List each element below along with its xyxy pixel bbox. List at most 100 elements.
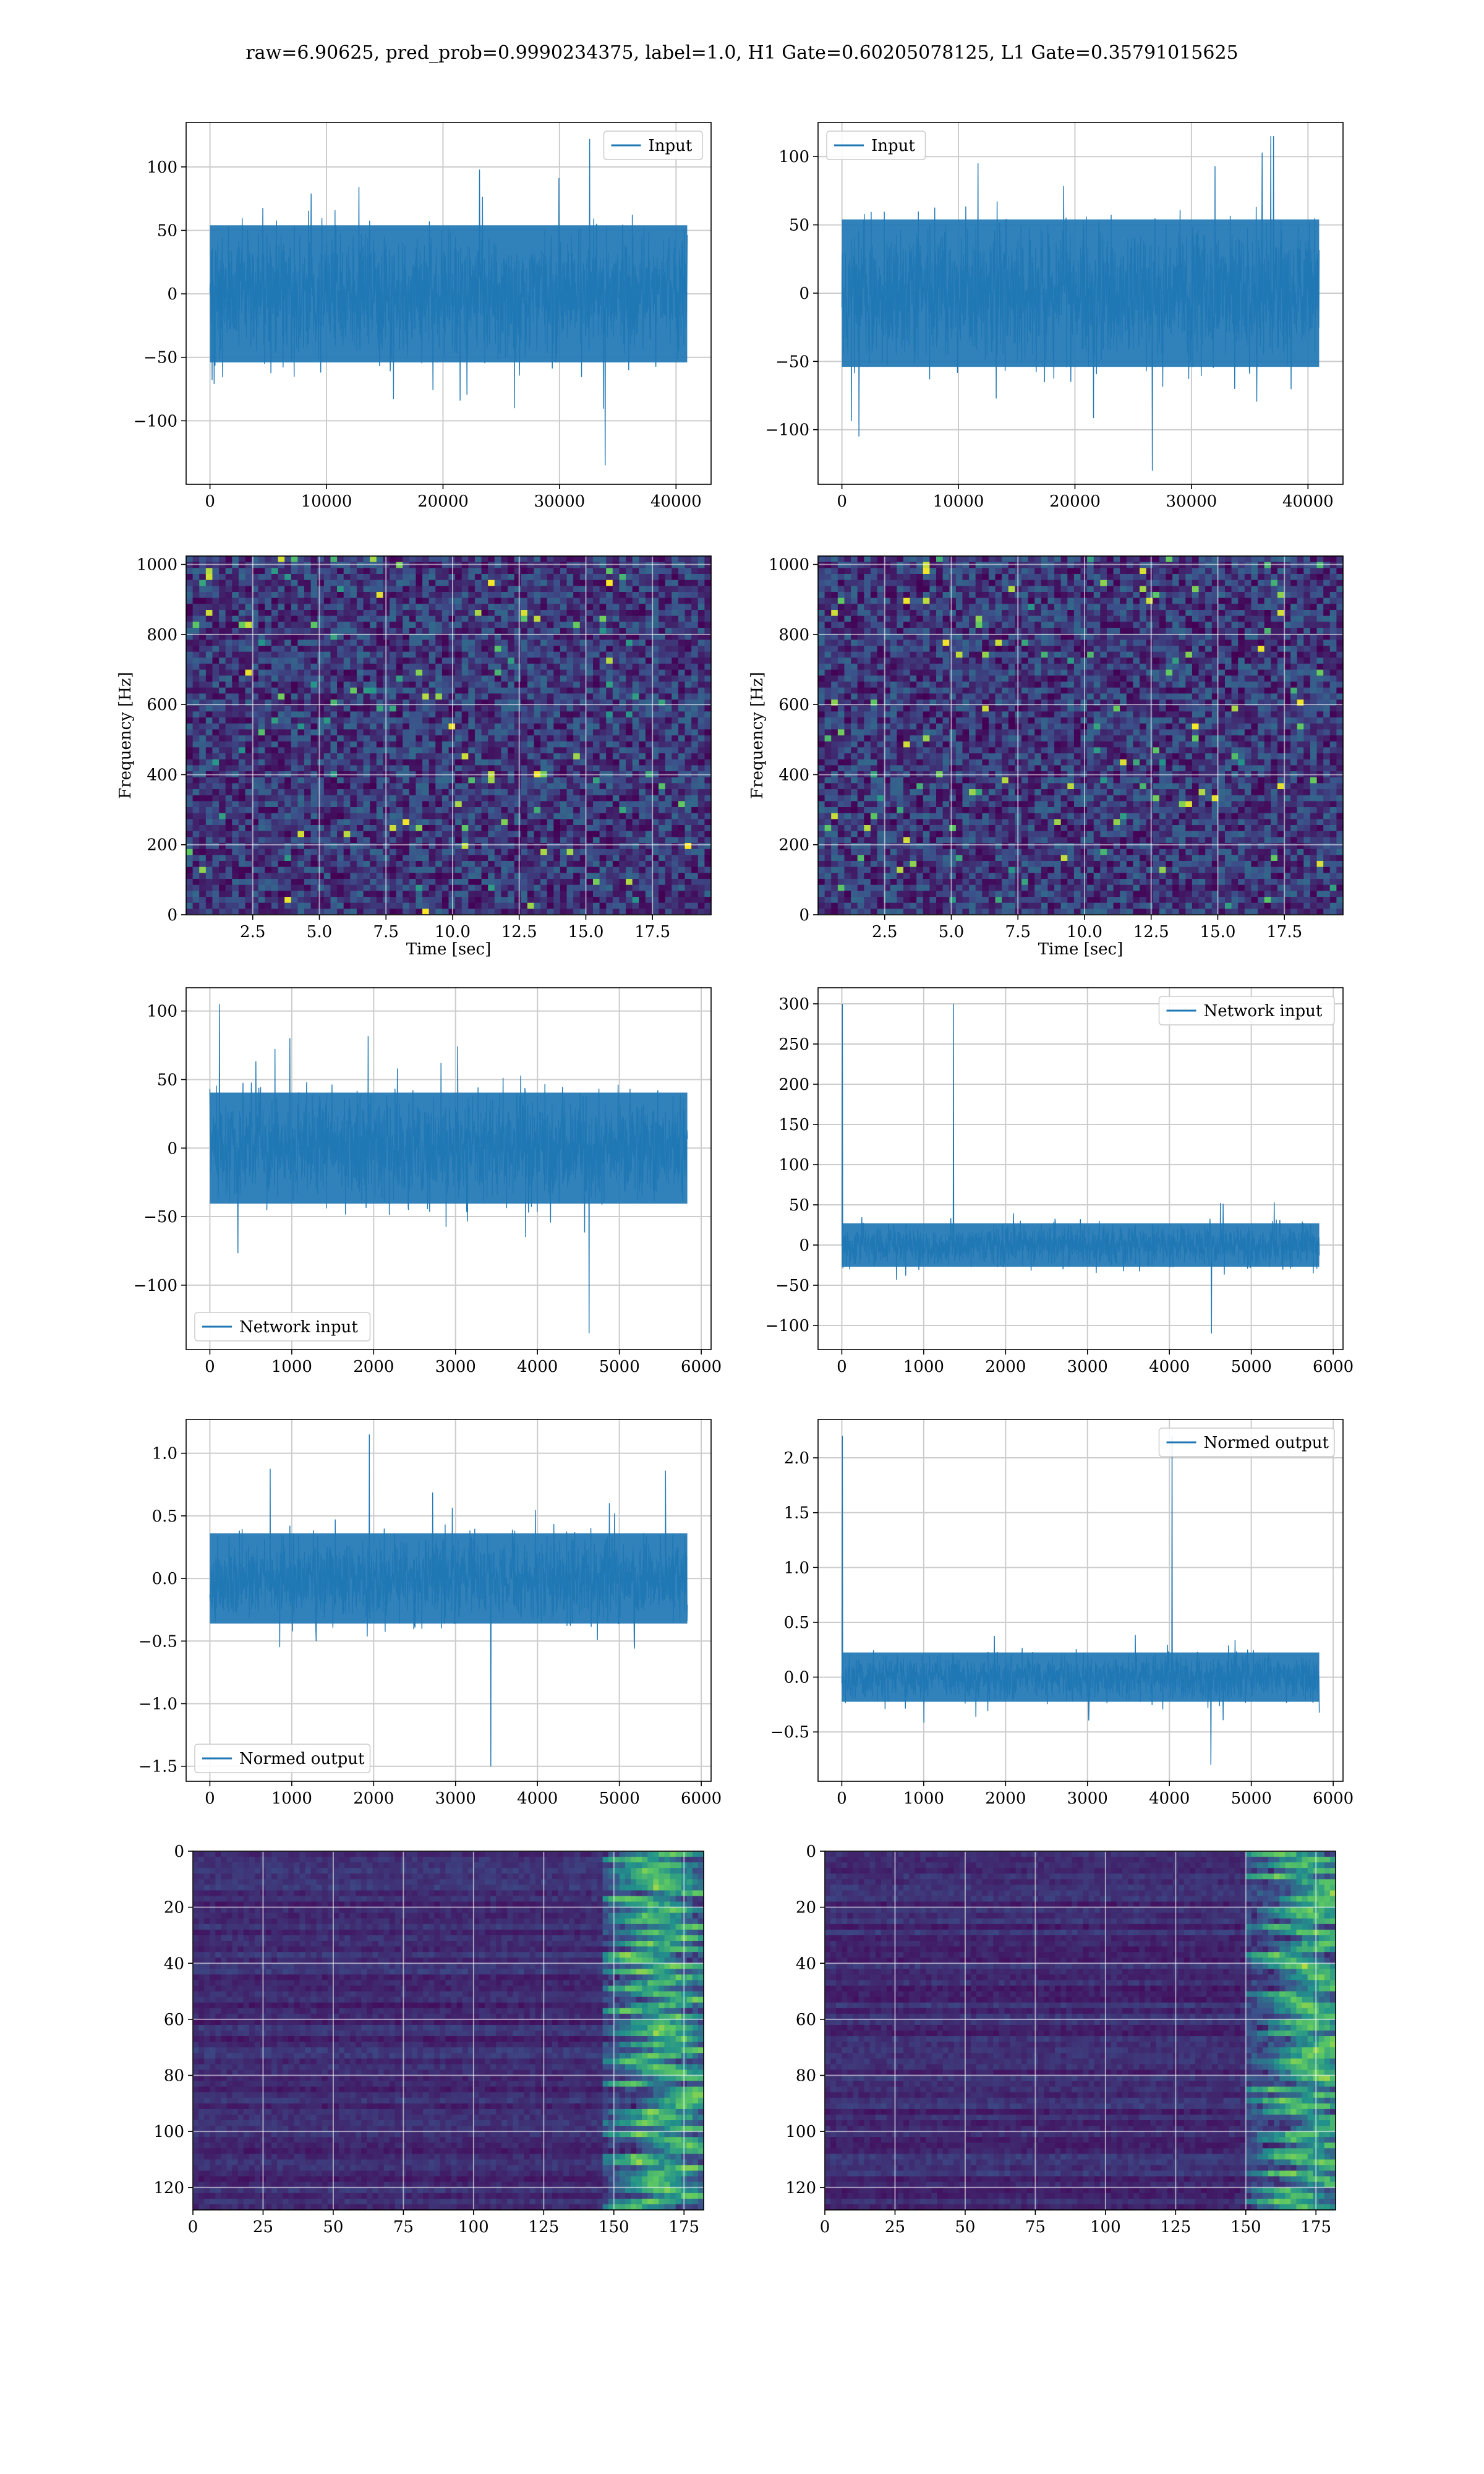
heatmap-cell bbox=[514, 592, 521, 598]
heatmap-cell bbox=[416, 891, 422, 897]
heatmap-cell bbox=[304, 729, 311, 735]
heatmap-cell bbox=[364, 861, 370, 867]
heatmap-cell bbox=[409, 724, 416, 730]
heatmap-cell bbox=[422, 646, 429, 652]
heatmap-cell bbox=[534, 897, 540, 903]
heatmap-cell bbox=[540, 849, 547, 855]
heatmap-cell bbox=[508, 879, 514, 885]
heatmap-cell bbox=[199, 586, 206, 592]
x-tick-label: 7.5 bbox=[373, 923, 399, 941]
heatmap-cell bbox=[258, 604, 265, 610]
heatmap-cell bbox=[495, 640, 501, 646]
heatmap-cell bbox=[212, 777, 219, 784]
heatmap-cell bbox=[455, 783, 462, 789]
heatmap-cell bbox=[416, 675, 422, 682]
heatmap-cell bbox=[704, 693, 711, 700]
heatmap-cell bbox=[350, 819, 357, 825]
heatmap-cell bbox=[245, 831, 252, 837]
heatmap-cell bbox=[311, 801, 318, 807]
heatmap-cell bbox=[337, 724, 344, 730]
heatmap-cell bbox=[317, 891, 324, 897]
heatmap-cell bbox=[573, 562, 580, 568]
heatmap-cell bbox=[514, 879, 521, 885]
heatmap-cell bbox=[626, 801, 633, 807]
heatmap-cell bbox=[613, 849, 620, 855]
heatmap-cell bbox=[540, 688, 547, 694]
heatmap-cell bbox=[258, 574, 265, 580]
heatmap-cell bbox=[639, 777, 646, 784]
heatmap-cell bbox=[330, 777, 337, 784]
heatmap-cell bbox=[199, 640, 206, 646]
heatmap-cell bbox=[704, 861, 711, 867]
heatmap-cell bbox=[606, 849, 613, 855]
heatmap-cell bbox=[258, 742, 265, 748]
heatmap-cell bbox=[685, 813, 692, 820]
heatmap-cell bbox=[219, 640, 226, 646]
heatmap-cell bbox=[646, 604, 652, 610]
heatmap-cell bbox=[284, 789, 291, 795]
heatmap-cell bbox=[206, 837, 213, 843]
heatmap-cell bbox=[818, 724, 825, 730]
heatmap-cell bbox=[409, 903, 416, 909]
heatmap-cell bbox=[508, 580, 514, 586]
heatmap-cell bbox=[429, 747, 436, 753]
heatmap-cell bbox=[324, 657, 331, 664]
heatmap-cell bbox=[396, 760, 403, 766]
heatmap-cell bbox=[606, 873, 613, 879]
heatmap-cell bbox=[357, 729, 364, 735]
heatmap-cell bbox=[698, 711, 705, 717]
heatmap-cell bbox=[199, 879, 206, 885]
heatmap-cell bbox=[258, 568, 265, 574]
heatmap-cell bbox=[619, 885, 626, 891]
heatmap-cell bbox=[317, 747, 324, 753]
heatmap-cell bbox=[258, 693, 265, 700]
heatmap-cell bbox=[468, 580, 475, 586]
heatmap-cell bbox=[337, 855, 344, 861]
heatmap-cell bbox=[311, 760, 318, 766]
heatmap-cell bbox=[586, 903, 593, 909]
heatmap-cell bbox=[311, 724, 318, 730]
heatmap-cell bbox=[600, 747, 607, 753]
heatmap-cell bbox=[573, 693, 580, 700]
heatmap-cell bbox=[193, 831, 200, 837]
heatmap-cell bbox=[416, 837, 422, 843]
heatmap-cell bbox=[482, 616, 488, 622]
heatmap-cell bbox=[304, 598, 311, 604]
heatmap-cell bbox=[691, 711, 698, 717]
heatmap-cell bbox=[521, 711, 527, 717]
heatmap-cell bbox=[416, 652, 422, 658]
heatmap-cell bbox=[534, 592, 540, 598]
heatmap-cell bbox=[429, 855, 436, 861]
heatmap-cell bbox=[350, 742, 357, 748]
heatmap-cell bbox=[685, 747, 692, 753]
heatmap-cell bbox=[619, 765, 626, 771]
heatmap-cell bbox=[508, 729, 514, 735]
heatmap-cell bbox=[232, 735, 239, 742]
heatmap-cell bbox=[199, 729, 206, 735]
heatmap-cell bbox=[501, 807, 508, 813]
heatmap-cell bbox=[567, 706, 574, 712]
heatmap-cell bbox=[258, 640, 265, 646]
heatmap-cell bbox=[258, 556, 265, 562]
heatmap-cell bbox=[370, 664, 377, 670]
heatmap-cell bbox=[344, 628, 351, 634]
heatmap-cell bbox=[330, 729, 337, 735]
heatmap-cell bbox=[239, 580, 245, 586]
heatmap-cell bbox=[475, 831, 482, 837]
heatmap-cell bbox=[593, 706, 600, 712]
heatmap-cell bbox=[350, 765, 357, 771]
heatmap-cell bbox=[304, 843, 311, 849]
heatmap-cell bbox=[429, 622, 436, 628]
heatmap-cell bbox=[475, 693, 482, 700]
heatmap-cell bbox=[691, 628, 698, 634]
heatmap-cell bbox=[639, 891, 646, 897]
heatmap-cell bbox=[659, 783, 665, 789]
heatmap-cell bbox=[593, 747, 600, 753]
heatmap-cell bbox=[672, 777, 678, 784]
heatmap-cell bbox=[672, 610, 678, 616]
heatmap-cell bbox=[330, 837, 337, 843]
heatmap-cell bbox=[606, 628, 613, 634]
heatmap-cell bbox=[553, 586, 560, 592]
heatmap-cell bbox=[344, 855, 351, 861]
heatmap-cell bbox=[291, 664, 298, 670]
